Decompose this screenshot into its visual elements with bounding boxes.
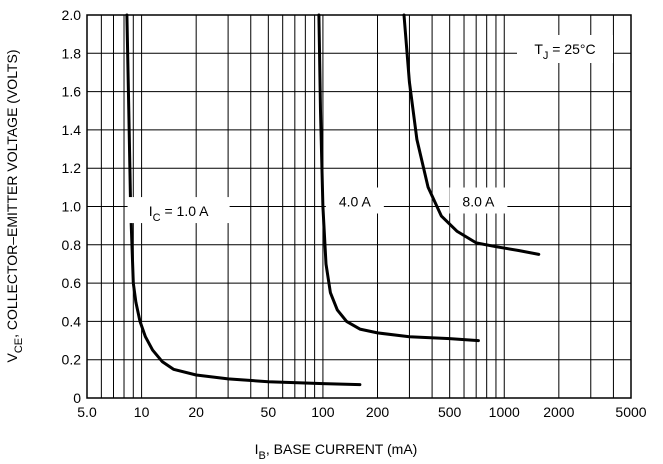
plot-frame xyxy=(86,14,632,399)
y-tick-label: 0.4 xyxy=(62,313,82,329)
series-label: 4.0 A xyxy=(339,194,372,210)
annotation-background xyxy=(517,35,613,63)
series-label-background xyxy=(127,197,230,224)
x-axis-title: IB, BASE CURRENT (mA) xyxy=(255,441,418,462)
x-tick-label: 500 xyxy=(438,404,462,420)
x-tick-label: 2000 xyxy=(543,404,574,420)
y-tick-label: 1.2 xyxy=(62,160,82,176)
y-tick-label: 0 xyxy=(73,390,81,406)
x-tick-label: 100 xyxy=(311,404,335,420)
series-label: 8.0 A xyxy=(462,194,495,210)
x-tick-label: 1000 xyxy=(489,404,520,420)
series-label: IC = 1.0 A xyxy=(149,203,209,224)
series-label-background xyxy=(449,187,508,214)
y-tick-label: 1.0 xyxy=(62,199,82,215)
x-tick-label: 5000 xyxy=(615,404,646,420)
temperature-annotation: TJ = 25°C xyxy=(534,41,595,62)
y-tick-label: 0.6 xyxy=(62,275,82,291)
x-tick-label: 20 xyxy=(188,404,204,420)
series-line xyxy=(317,13,480,343)
series-line xyxy=(125,13,362,387)
ticks: 0 0.2 0.4 0.6 0.8 1.0 1.2 1.4 1.6 1.8 2.0 5.0 10 20 50… xyxy=(62,7,647,420)
y-tick-label: 1.6 xyxy=(62,84,82,100)
x-tick-label: 200 xyxy=(366,404,390,420)
y-tick-label: 0.2 xyxy=(62,352,82,368)
y-tick-label: 1.8 xyxy=(62,45,82,61)
y-tick-label: 2.0 xyxy=(62,7,82,23)
y-tick-label: 1.4 xyxy=(62,122,82,138)
y-tick-label: 0.8 xyxy=(62,237,82,253)
x-tick-label: 5.0 xyxy=(77,404,97,420)
labels: IC = 1.0 A 4.0 A 8.0 A xyxy=(127,187,508,224)
x-tick-label: 10 xyxy=(134,404,150,420)
series-line xyxy=(402,13,541,256)
series-label-background xyxy=(325,187,384,214)
y-axis-title: VCE, COLLECTOR–EMITTER VOLTAGE (VOLTS) xyxy=(4,50,25,363)
curves xyxy=(125,13,541,387)
x-tick-label: 50 xyxy=(261,404,277,420)
